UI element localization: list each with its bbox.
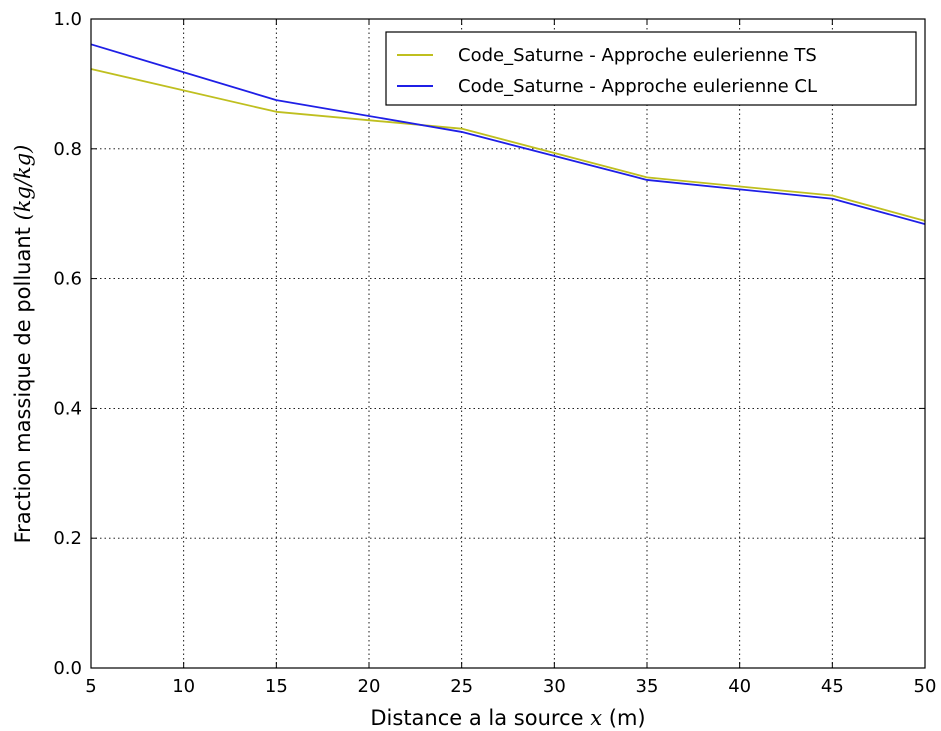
x-axis-label-text: Distance a la source (370, 706, 583, 730)
x-tick-label: 20 (358, 676, 381, 697)
plot-frame (90, 18, 926, 669)
tick-layer: 5 10 15 20 25 30 35 40 45 50 0.0 0.2 0.4 0.6 0.8 1.0 (53, 9, 936, 697)
x-tick-label: 10 (172, 676, 195, 697)
y-tick-label: 0.6 (53, 269, 82, 290)
x-tick-label: 45 (821, 676, 844, 697)
x-axis-label: Distance a la source x (m) (370, 706, 645, 730)
x-tick-label: 40 (728, 676, 751, 697)
y-axis-label-text: Fraction massique de polluant (11, 227, 35, 543)
legend: Code_Saturne - Approche eulerienne TS Co… (385, 31, 917, 106)
y-tick-label: 0.8 (53, 139, 82, 160)
x-tick-label: 15 (265, 676, 288, 697)
x-axis-label-variable: x (590, 706, 602, 730)
y-axis-label: Fraction massique de polluant (kg/kg) (11, 145, 35, 544)
x-axis-label-unit: (m) (609, 706, 646, 730)
legend-label-cl: Code_Saturne - Approche eulerienne CL (458, 76, 817, 97)
grid-layer (91, 19, 925, 668)
y-axis-label-unit: (kg/kg) (11, 145, 35, 221)
series-line-1 (90, 43, 926, 225)
x-tick-label: 25 (450, 676, 473, 697)
y-tick-label: 0.0 (53, 658, 82, 679)
y-tick-label: 1.0 (53, 9, 82, 30)
y-tick-label: 0.4 (53, 398, 82, 419)
series-layer (90, 43, 926, 225)
x-tick-label: 35 (636, 676, 659, 697)
x-tick-label: 50 (914, 676, 937, 697)
x-tick-label: 30 (543, 676, 566, 697)
legend-box (385, 31, 917, 106)
y-tick-label: 0.2 (53, 528, 82, 549)
series-line-0 (90, 68, 926, 222)
legend-label-ts: Code_Saturne - Approche eulerienne TS (458, 45, 817, 66)
x-tick-label: 5 (85, 676, 96, 697)
